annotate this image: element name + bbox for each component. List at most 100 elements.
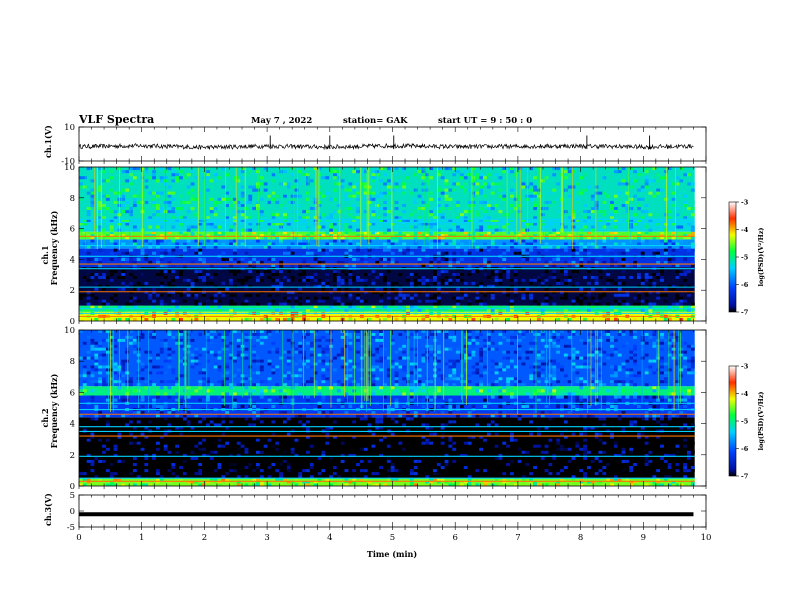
spectrogram-cell: [491, 386, 495, 389]
spectrogram-cell: [183, 249, 187, 252]
spectrogram-cell: [537, 445, 541, 448]
spectrogram-cell: [475, 300, 479, 303]
spectrogram-cell: [422, 423, 426, 426]
spectrogram-cell: [452, 405, 456, 408]
spectrogram-cell: [298, 179, 302, 182]
spectrogram-cell: [660, 239, 664, 242]
spectrogram-cell: [537, 303, 541, 306]
spectrogram-cell: [229, 198, 233, 201]
spectrogram-cell: [91, 198, 95, 201]
spectrogram-cell: [472, 405, 476, 408]
spectrogram-cell: [672, 232, 676, 235]
panel-1-ytick-label: 10: [64, 123, 75, 133]
spectrogram-cell: [468, 472, 472, 475]
spectrogram-cell: [610, 201, 614, 204]
spectrogram-cell: [487, 460, 491, 463]
spectrogram-cell: [537, 433, 541, 436]
spectrogram-cell: [452, 448, 456, 451]
spectrogram-cell: [410, 469, 414, 472]
spectrogram-cell: [398, 448, 402, 451]
spectrogram-cell: [537, 399, 541, 402]
spectrogram-cell: [483, 210, 487, 213]
spectrogram-band: [79, 267, 695, 306]
spectrogram-cell: [552, 201, 556, 204]
spectrogram-cell: [287, 318, 291, 321]
spectrogram-cell: [575, 318, 579, 321]
spectrogram-cell: [510, 204, 514, 207]
spectrogram-cell: [460, 451, 464, 454]
spectrogram-cell: [629, 226, 633, 229]
spectrogram-cell: [372, 213, 376, 216]
spectrogram-cell: [418, 276, 422, 279]
spectrogram-cell: [179, 466, 183, 469]
spectrogram-cell: [171, 318, 175, 321]
spectrogram-cell: [379, 258, 383, 261]
spectrogram-cell: [533, 201, 537, 204]
spectrogram-cell: [645, 460, 649, 463]
spectrogram-cell: [479, 176, 483, 179]
spectrogram-cell: [649, 303, 653, 306]
spectrogram-cell: [168, 207, 172, 210]
spectrogram-cell: [129, 303, 133, 306]
spectrogram-cell: [202, 173, 206, 176]
spectrogram-cell: [595, 204, 599, 207]
spectrogram-cell: [645, 210, 649, 213]
spectrogram-cell: [422, 176, 426, 179]
spectrogram-cell: [221, 258, 225, 261]
spectrogram-cell: [383, 179, 387, 182]
spectrogram-cell: [633, 249, 637, 252]
spectrogram-cell: [464, 282, 468, 285]
spectrogram-cell: [279, 282, 283, 285]
spectrogram-cell: [556, 210, 560, 213]
spectrogram-cell: [248, 405, 252, 408]
spectrogram-cell: [321, 386, 325, 389]
spectrogram-cell: [298, 279, 302, 282]
spectrogram-cell: [114, 448, 118, 451]
spectrogram-cell: [475, 189, 479, 192]
spectrogram-cell: [460, 297, 464, 300]
spectrogram-cell: [460, 448, 464, 451]
spectrogram-cell: [91, 433, 95, 436]
spectrogram-cell: [318, 423, 322, 426]
spectrogram-cell: [429, 279, 433, 282]
spectrogram-cell: [645, 226, 649, 229]
spectrogram-cell: [287, 179, 291, 182]
spectrogram-cell: [252, 229, 256, 232]
spectrogram-cell: [341, 472, 345, 475]
spectrogram-cell: [618, 399, 622, 402]
spectrogram-cell: [556, 439, 560, 442]
spectrogram-cell: [221, 294, 225, 297]
spectrogram-cell: [506, 463, 510, 466]
spectrogram-cell: [345, 396, 349, 399]
spectrogram-cell: [198, 448, 202, 451]
spectrogram-cell: [152, 405, 156, 408]
spectrogram-cell: [410, 472, 414, 475]
spectrogram-cell: [514, 249, 518, 252]
spectrogram-cell: [171, 417, 175, 420]
spectrogram-cell: [587, 303, 591, 306]
spectrogram-cell: [552, 433, 556, 436]
spectrogram-cell: [318, 249, 322, 252]
spectrogram-cell: [352, 279, 356, 282]
spectrogram-cell: [245, 252, 249, 255]
spectrogram-cell: [491, 226, 495, 229]
spectrogram-cell: [402, 204, 406, 207]
spectrogram-cell: [364, 469, 368, 472]
spectrogram-cell: [348, 303, 352, 306]
spectrogram-cell: [121, 276, 125, 279]
spectrogram-cell: [248, 239, 252, 242]
spectrogram-cell: [529, 182, 533, 185]
spectrogram-cell: [160, 405, 164, 408]
spectrogram-cell: [518, 417, 522, 420]
spectrogram-cell: [676, 213, 680, 216]
spectrogram-cell: [691, 469, 695, 472]
spectrogram-cell: [164, 445, 168, 448]
spectrogram-cell: [495, 445, 499, 448]
spectrogram-cell: [352, 442, 356, 445]
spectrogram-cell: [94, 282, 98, 285]
spectrogram-cell: [545, 176, 549, 179]
spectrogram-cell: [260, 451, 264, 454]
station-label: station= GAK: [343, 116, 408, 126]
spectrogram-cell: [656, 457, 660, 460]
spectrogram-cell: [414, 420, 418, 423]
